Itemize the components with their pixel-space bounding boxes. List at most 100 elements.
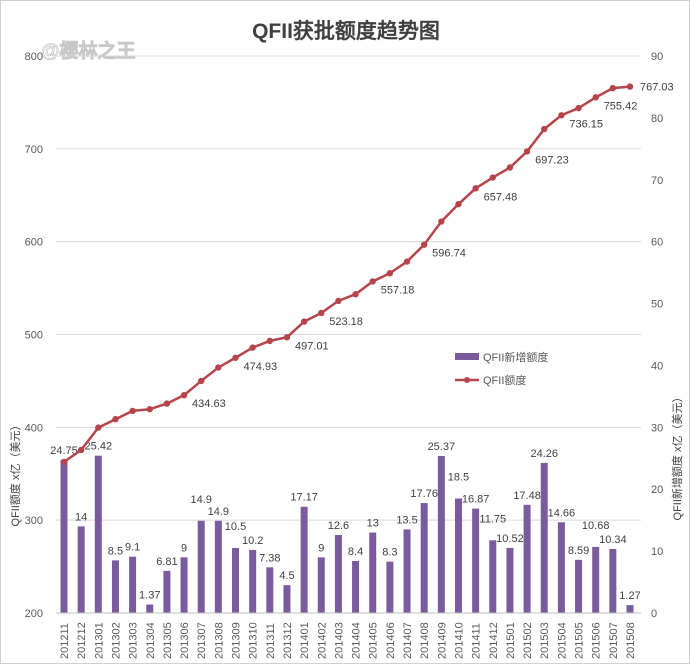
x-tick-label: 201304 [145,622,157,659]
bar-data-label: 8.5 [108,545,123,557]
line-marker [180,391,188,399]
x-tick-label: 201309 [231,622,243,659]
bar [420,503,428,613]
bar-data-label: 16.87 [462,494,490,506]
bar-data-label: 18.5 [448,472,469,484]
line-marker [163,400,171,407]
bar-data-label: 10.52 [496,533,524,545]
line-marker [386,270,394,277]
x-tick-label: 201211 [59,623,71,659]
bar-data-label: 6.81 [156,556,177,568]
watermark: @樱林之王 [41,39,136,62]
right-tick-label: 70 [651,175,663,187]
line-data-label: 557.18 [381,284,415,296]
bar-data-label: 9 [181,542,187,554]
bar [317,557,325,613]
left-tick-label: 200 [25,608,43,620]
bar-data-label: 13.5 [396,514,417,526]
line-data-label: 736.15 [569,118,603,130]
bar [575,559,583,613]
legend-bar-swatch [455,353,479,360]
left-tick-label: 300 [25,515,43,527]
bar-data-label: 8.59 [568,545,589,557]
bar-data-label: 1.27 [619,590,640,602]
bar [352,561,360,613]
legend-bar-label: QFII新增额度 [483,350,548,364]
line-marker [249,344,256,351]
right-tick-label: 10 [651,546,663,558]
x-tick-label: 201307 [196,622,208,659]
right-tick-label: 80 [651,113,663,125]
x-tick-label: 201403 [333,622,345,659]
bar-data-label: 10.34 [599,534,627,546]
chart-title: QFII获批额度趋势图 [252,19,440,43]
legend-line-label: QFII额度 [483,373,526,387]
bar [77,526,85,613]
bar-data-label: 24.75 [50,445,78,457]
x-tick-label: 201506 [591,622,603,659]
x-tick-label: 201504 [556,622,568,659]
x-tick-label: 201402 [316,622,328,659]
bar-data-label: 17.48 [513,490,541,502]
line-marker [266,337,274,345]
right-axis-title: QFII新增额度 x亿（美元） [670,392,684,521]
bar-data-label: 17.17 [290,492,318,504]
line-marker [541,125,548,133]
bar [437,455,445,613]
x-tick-label: 201406 [385,622,397,659]
line-data-label: 697.23 [535,154,569,166]
right-tick-label: 20 [651,484,663,496]
line-marker [369,278,376,285]
right-tick-label: 90 [651,51,663,63]
bar [232,548,240,613]
line-data-label: 596.74 [432,248,466,260]
x-tick-label: 201302 [110,622,122,659]
x-tick-label: 201409 [436,622,448,659]
x-tick-label: 201408 [419,622,431,659]
x-tick-label: 201312 [282,622,294,659]
line-marker [558,112,565,119]
x-tick-label: 201502 [522,622,534,659]
line-path [63,85,631,463]
axes: 200 300 400 500 600 700 800 0 10 20 30 40 50 60 70 80 90… [25,51,664,659]
line-marker [455,200,462,208]
line-marker [626,83,634,90]
line-marker [112,416,119,423]
line-data-label: 497.01 [295,340,329,352]
x-tick-label: 201401 [299,622,311,659]
line-marker [403,258,411,265]
line-data-label: 657.48 [484,191,518,203]
line-marker [506,164,514,171]
line-marker [198,377,205,385]
x-tick-label: 201505 [574,622,586,659]
bar-data-label: 8.3 [382,547,397,559]
x-tick-label: 201306 [179,622,191,659]
right-tick-label: 50 [651,299,663,311]
bar-data-label: 1.37 [139,590,160,602]
left-tick-label: 400 [25,422,43,434]
bar [609,549,617,613]
x-tick-label: 201308 [213,622,225,659]
bar [334,535,342,613]
bar [403,529,411,613]
bar [557,522,565,613]
bar [523,504,531,613]
bar-data-label: 24.26 [530,448,558,460]
bar [146,604,154,613]
x-tick-label: 201305 [162,622,174,659]
right-tick-label: 30 [651,422,663,434]
line-marker [592,94,599,101]
left-tick-label: 700 [25,144,43,156]
line-data-label: 767.03 [640,82,674,94]
line-marker [146,406,153,413]
line-data-label: 434.63 [192,398,226,410]
bar [506,547,514,613]
line-marker [335,297,342,305]
line-marker [129,407,136,415]
line-data-label: 474.93 [244,361,278,373]
legend: QFII新增额度 QFII额度 [455,350,548,387]
line-data-label: 523.18 [329,316,363,328]
line-marker [489,174,496,181]
bar [180,557,188,613]
